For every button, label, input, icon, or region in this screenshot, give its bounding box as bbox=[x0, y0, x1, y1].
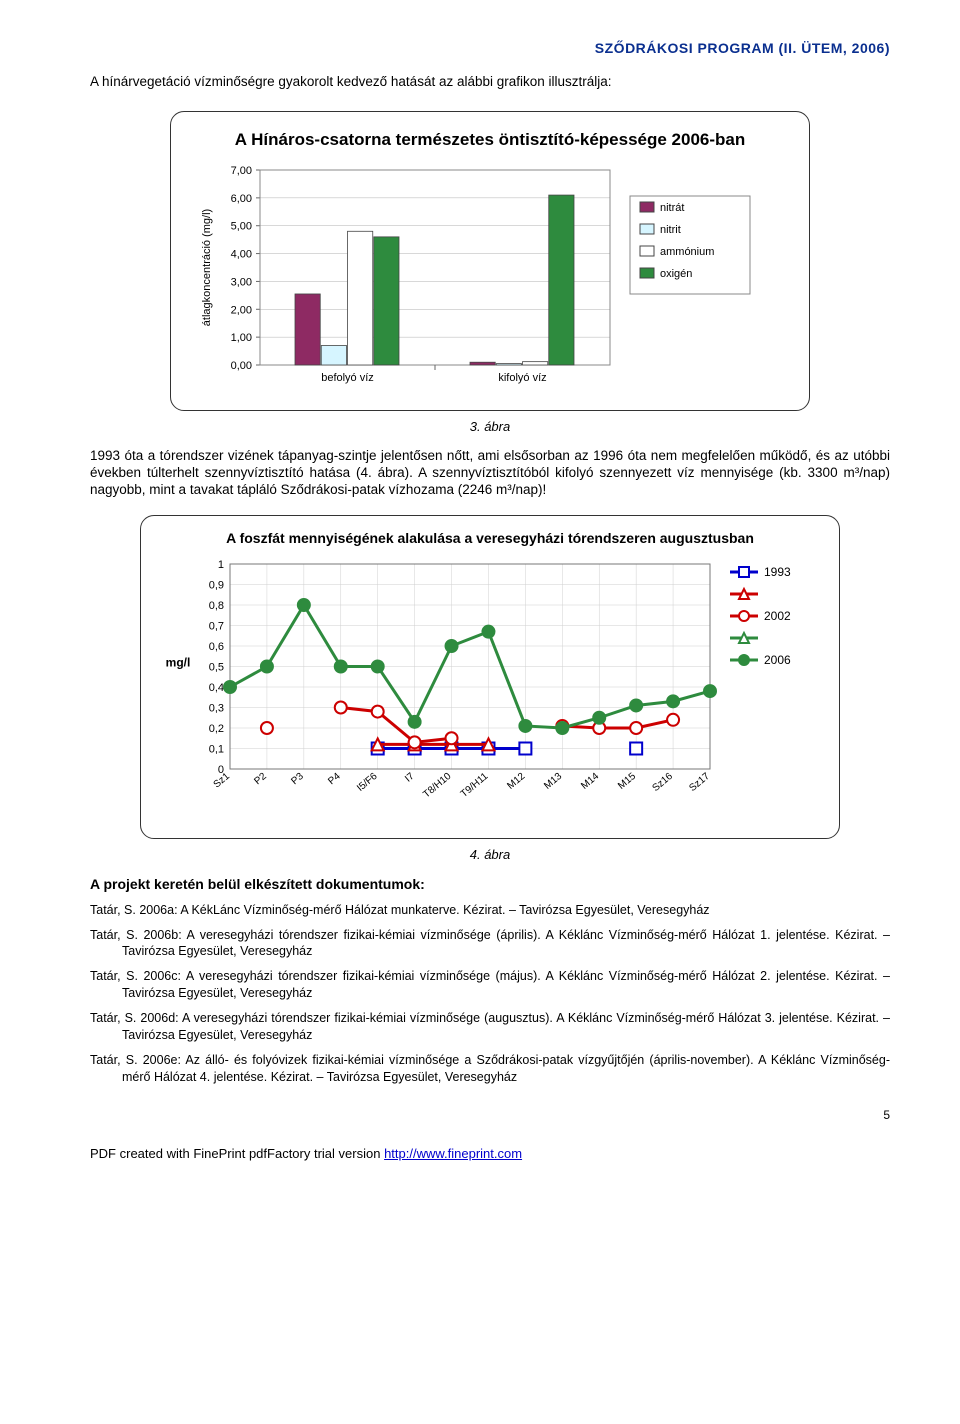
page-number: 5 bbox=[90, 1108, 890, 1122]
svg-text:ammónium: ammónium bbox=[660, 246, 714, 258]
chart2-container: A foszfát mennyiségének alakulása a vere… bbox=[140, 515, 840, 839]
reference-item: Tatár, S. 2006a: A KékLánc Vízminőség-mé… bbox=[90, 902, 890, 919]
svg-text:M14: M14 bbox=[579, 770, 601, 791]
svg-text:oxigén: oxigén bbox=[660, 268, 692, 280]
pdf-footer: PDF created with FinePrint pdfFactory tr… bbox=[0, 1146, 960, 1161]
svg-text:P4: P4 bbox=[326, 770, 343, 787]
svg-text:1: 1 bbox=[218, 559, 224, 571]
footer-prefix: PDF created with FinePrint pdfFactory tr… bbox=[90, 1146, 384, 1161]
footer-link[interactable]: http://www.fineprint.com bbox=[384, 1146, 522, 1161]
svg-text:2006: 2006 bbox=[764, 653, 791, 667]
svg-text:T9/H11: T9/H11 bbox=[459, 770, 491, 799]
svg-text:Sz16: Sz16 bbox=[650, 770, 675, 793]
svg-text:0,3: 0,3 bbox=[209, 702, 224, 714]
svg-text:befolyó víz: befolyó víz bbox=[321, 372, 374, 384]
svg-text:nitrit: nitrit bbox=[660, 224, 681, 236]
chart2-svg: 00,10,20,30,40,50,60,70,80,91Sz1P2P3P4I5… bbox=[160, 552, 820, 832]
svg-text:átlagkoncentráció (mg/l): átlagkoncentráció (mg/l) bbox=[201, 209, 213, 326]
references: Tatár, S. 2006a: A KékLánc Vízminőség-mé… bbox=[90, 902, 890, 1086]
fig4-label: 4. ábra bbox=[90, 847, 890, 862]
svg-text:6,00: 6,00 bbox=[231, 193, 252, 205]
svg-text:P3: P3 bbox=[289, 770, 306, 787]
svg-text:M12: M12 bbox=[505, 770, 527, 791]
svg-text:2,00: 2,00 bbox=[231, 304, 252, 316]
svg-text:0,9: 0,9 bbox=[209, 579, 224, 591]
svg-text:I7: I7 bbox=[403, 770, 417, 784]
svg-text:M15: M15 bbox=[616, 770, 638, 791]
docs-heading: A projekt keretén belül elkészített doku… bbox=[90, 876, 890, 892]
svg-text:P2: P2 bbox=[252, 770, 269, 787]
svg-text:7,00: 7,00 bbox=[231, 165, 252, 177]
svg-text:kifolyó víz: kifolyó víz bbox=[498, 372, 546, 384]
svg-text:0,4: 0,4 bbox=[209, 682, 224, 694]
svg-text:0,5: 0,5 bbox=[209, 661, 224, 673]
chart2-title: A foszfát mennyiségének alakulása a vere… bbox=[153, 530, 827, 546]
svg-text:T8/H10: T8/H10 bbox=[421, 770, 454, 800]
svg-text:1,00: 1,00 bbox=[231, 332, 252, 344]
chart1-title: A Hínáros-csatorna természetes öntisztít… bbox=[183, 130, 797, 150]
svg-text:M13: M13 bbox=[542, 770, 564, 791]
svg-text:0,7: 0,7 bbox=[209, 620, 224, 632]
svg-text:I5/F6: I5/F6 bbox=[355, 770, 380, 793]
svg-text:Sz1: Sz1 bbox=[212, 770, 233, 790]
chart1-svg: 0,00 1,00 2,00 3,00 4,00 5,00 6,00 7,00 átlagkon… bbox=[190, 160, 790, 400]
svg-text:3,00: 3,00 bbox=[231, 276, 252, 288]
reference-item: Tatár, S. 2006d: A veresegyházi tórendsz… bbox=[90, 1010, 890, 1044]
reference-item: Tatár, S. 2006c: A veresegyházi tórendsz… bbox=[90, 968, 890, 1002]
svg-text:1993: 1993 bbox=[764, 565, 791, 579]
page-header: SZŐDRÁKOSI PROGRAM (II. ÜTEM, 2006) bbox=[90, 40, 890, 56]
svg-text:Sz17: Sz17 bbox=[687, 770, 712, 793]
svg-text:0,8: 0,8 bbox=[209, 600, 224, 612]
svg-text:4,00: 4,00 bbox=[231, 249, 252, 261]
svg-text:0,2: 0,2 bbox=[209, 723, 224, 735]
svg-text:nitrát: nitrát bbox=[660, 202, 684, 214]
svg-text:0,00: 0,00 bbox=[231, 360, 252, 372]
para1: 1993 óta a tórendszer vizének tápanyag-s… bbox=[90, 448, 890, 499]
intro-text: A hínárvegetáció vízminőségre gyakorolt … bbox=[90, 74, 890, 89]
svg-text:2002: 2002 bbox=[764, 609, 791, 623]
reference-item: Tatár, S. 2006b: A veresegyházi tórendsz… bbox=[90, 927, 890, 961]
svg-text:mg/l: mg/l bbox=[166, 655, 191, 669]
svg-text:0,6: 0,6 bbox=[209, 641, 224, 653]
chart1-container: A Hínáros-csatorna természetes öntisztít… bbox=[170, 111, 810, 411]
svg-text:5,00: 5,00 bbox=[231, 221, 252, 233]
fig3-label: 3. ábra bbox=[90, 419, 890, 434]
reference-item: Tatár, S. 2006e: Az álló- és folyóvizek … bbox=[90, 1052, 890, 1086]
svg-text:0,1: 0,1 bbox=[209, 743, 224, 755]
